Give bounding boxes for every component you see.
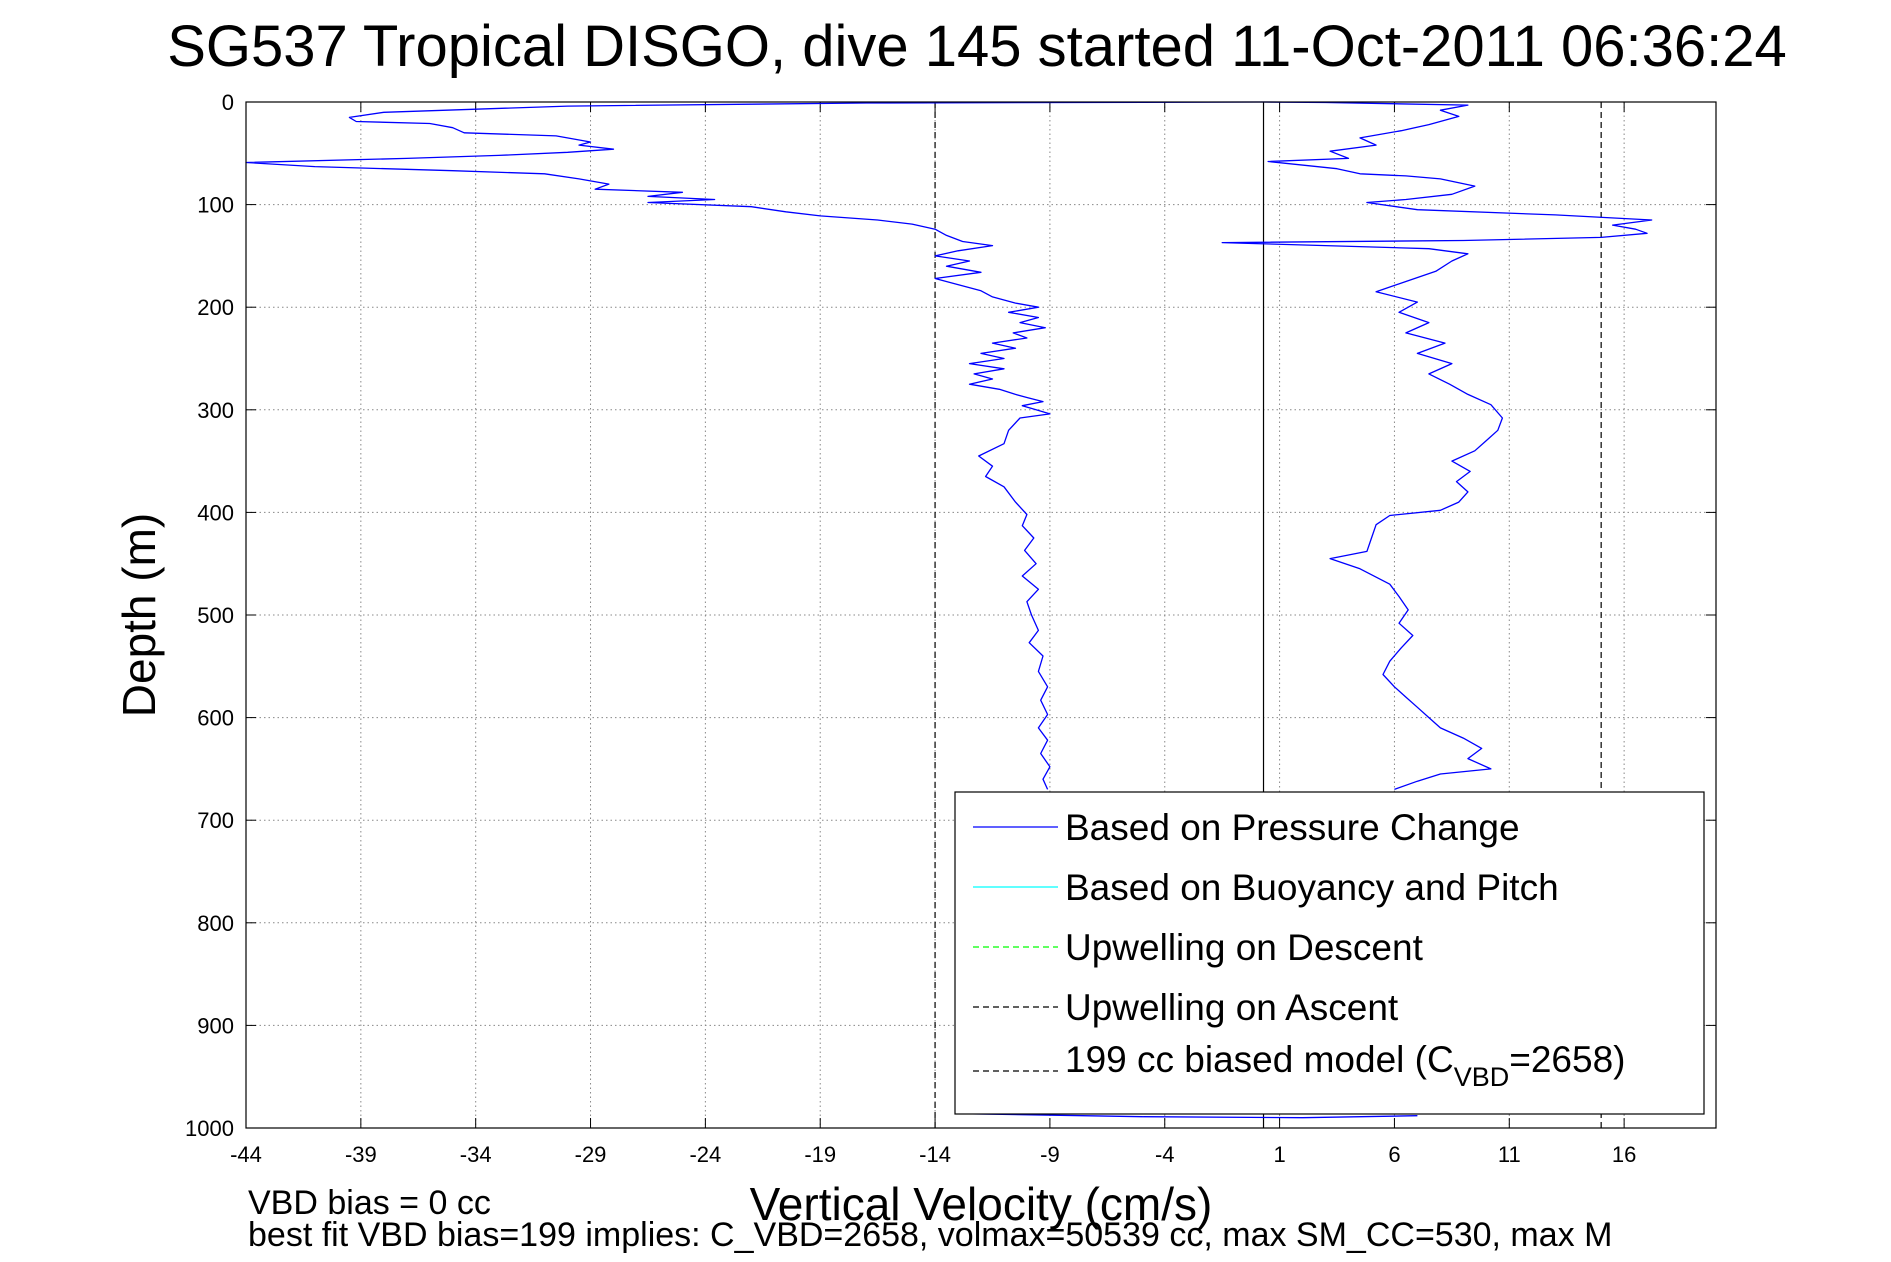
x-tick-labels: -44 -39 -34 -29 -24 -19 -14 -9 -4 1 6 11 16 xyxy=(230,1142,1636,1167)
y-tick-label: 600 xyxy=(197,706,234,731)
series-line-descent xyxy=(245,101,1264,790)
series-line-ascent xyxy=(1221,101,1653,791)
x-tick-label: -24 xyxy=(689,1142,721,1167)
y-tick-label: 300 xyxy=(197,398,234,423)
x-tick-label: -14 xyxy=(919,1142,951,1167)
legend-label-buoyancy: Based on Buoyancy and Pitch xyxy=(1065,867,1559,908)
plot-frame xyxy=(245,101,1717,1129)
legend-label-upwelling-ascent: Upwelling on Ascent xyxy=(1065,987,1399,1028)
y-tick-label: 1000 xyxy=(185,1116,234,1141)
y-tick-label: 900 xyxy=(197,1013,234,1038)
x-tick-label: -19 xyxy=(804,1142,836,1167)
x-tick-label: -9 xyxy=(1040,1142,1060,1167)
x-tick-label: 11 xyxy=(1498,1142,1521,1167)
legend: Based on Pressure Change Based on Buoyan… xyxy=(954,791,1705,1115)
x-tick-label: -44 xyxy=(230,1142,262,1167)
x-tick-label: 16 xyxy=(1612,1142,1636,1167)
y-tick-label: 700 xyxy=(197,808,234,833)
x-tick-label: -4 xyxy=(1155,1142,1175,1167)
footer-vbd-bias: VBD bias = 0 cc xyxy=(248,1184,491,1222)
series-lines xyxy=(245,101,1653,1119)
legend-label-upwelling-descent: Upwelling on Descent xyxy=(1065,927,1424,968)
y-tick-labels: 0 100 200 300 400 500 600 700 800 900 1000 xyxy=(185,90,234,1141)
x-axis-label: Vertical Velocity (cm/s) xyxy=(750,1178,1213,1230)
y-tick-label: 0 xyxy=(222,90,234,115)
y-tick-label: 800 xyxy=(197,911,234,936)
x-tick-label: 1 xyxy=(1273,1142,1285,1167)
y-tick-label: 200 xyxy=(197,295,234,320)
x-tick-label: 6 xyxy=(1388,1142,1400,1167)
legend-label-biased-model: 199 cc biased model (CVBD=2658) xyxy=(1065,1039,1625,1092)
y-tick-label: 400 xyxy=(197,500,234,525)
y-tick-label: 100 xyxy=(197,193,234,218)
y-tick-label: 500 xyxy=(197,603,234,628)
chart-title: SG537 Tropical DISGO, dive 145 started 1… xyxy=(167,14,1787,79)
footer-best-fit: best fit VBD bias=199 implies: C_VBD=265… xyxy=(248,1216,1612,1254)
x-tick-label: -39 xyxy=(345,1142,377,1167)
x-tick-label: -29 xyxy=(575,1142,607,1167)
legend-label-pressure: Based on Pressure Change xyxy=(1065,807,1520,848)
legend-box xyxy=(954,791,1705,1115)
x-tick-label: -34 xyxy=(460,1142,492,1167)
series-line-bottom xyxy=(957,1112,1418,1119)
y-axis-label: Depth (m) xyxy=(113,513,165,717)
